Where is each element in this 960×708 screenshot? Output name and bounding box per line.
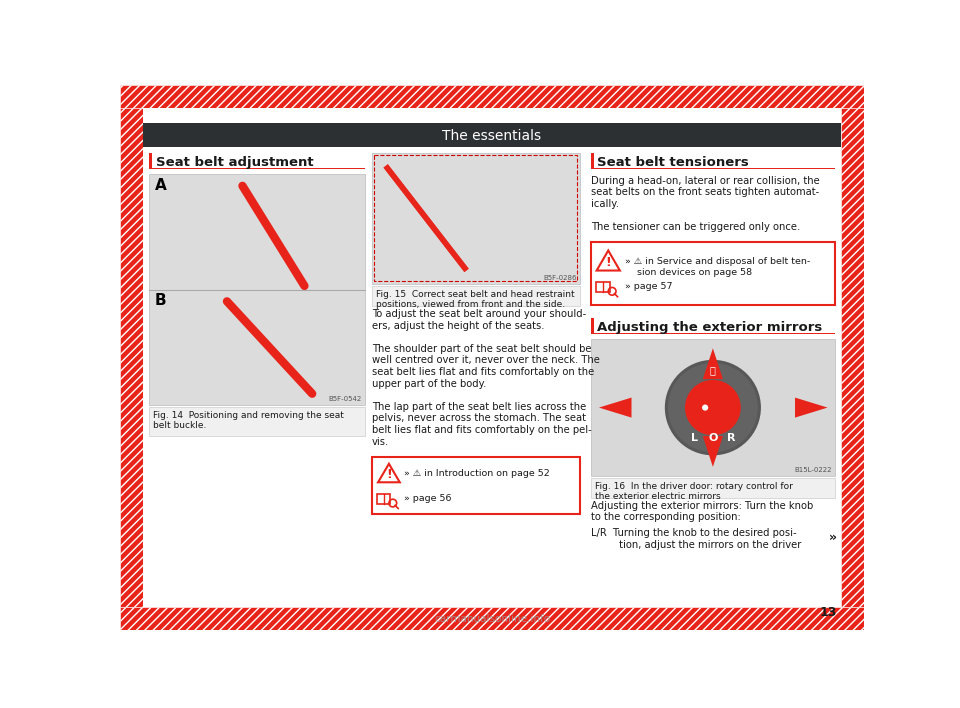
Text: Fig. 14  Positioning and removing the seat
belt buckle.: Fig. 14 Positioning and removing the sea… — [154, 411, 345, 430]
Bar — [372, 286, 580, 306]
Text: B: B — [155, 293, 166, 308]
Text: » page 57: » page 57 — [625, 282, 673, 291]
Text: During a head-on, lateral or rear collision, the
seat belts on the front seats t: During a head-on, lateral or rear collis… — [591, 176, 820, 232]
Bar — [372, 457, 580, 514]
Bar — [841, 108, 864, 607]
Text: !: ! — [386, 468, 392, 481]
Text: » ⚠ in Service and disposal of belt ten-
    sion devices on page 58: » ⚠ in Service and disposal of belt ten-… — [625, 258, 810, 277]
Polygon shape — [795, 398, 828, 418]
Text: L: L — [691, 433, 698, 443]
Bar — [596, 282, 610, 292]
Text: » page 56: » page 56 — [404, 494, 452, 503]
Text: !: ! — [606, 256, 612, 268]
Text: Seat belt tensioners: Seat belt tensioners — [597, 156, 749, 169]
Circle shape — [702, 404, 708, 411]
Polygon shape — [378, 464, 399, 482]
Bar — [150, 153, 152, 168]
Bar — [591, 333, 835, 334]
Bar — [591, 242, 835, 305]
Bar — [120, 607, 864, 630]
Text: B5F-0286: B5F-0286 — [543, 275, 576, 280]
Text: The essentials: The essentials — [443, 129, 541, 143]
Bar — [372, 153, 580, 284]
Text: Adjusting the exterior mirrors: Adjusting the exterior mirrors — [597, 321, 823, 334]
Bar — [591, 478, 835, 498]
Text: »: » — [828, 531, 837, 544]
Text: » ⚠ in Introduction on page 52: » ⚠ in Introduction on page 52 — [404, 469, 550, 479]
Text: B15L-0222: B15L-0222 — [795, 467, 832, 473]
Polygon shape — [703, 348, 723, 379]
Bar — [591, 153, 593, 168]
Bar — [120, 108, 143, 607]
Text: Fig. 16  In the driver door: rotary control for
the exterior electric mirrors: Fig. 16 In the driver door: rotary contr… — [595, 481, 793, 501]
Bar — [374, 155, 577, 281]
Bar — [591, 168, 835, 169]
Text: Fig. 15  Correct seat belt and head restraint
positions, viewed from front and t: Fig. 15 Correct seat belt and head restr… — [375, 290, 574, 309]
Text: A: A — [155, 178, 167, 193]
Bar — [150, 168, 365, 169]
Text: B5F-0542: B5F-0542 — [328, 396, 362, 402]
Bar — [120, 85, 864, 108]
Polygon shape — [599, 398, 632, 418]
Bar — [150, 407, 365, 436]
Bar — [150, 174, 365, 405]
Text: R: R — [728, 433, 735, 443]
Bar — [591, 317, 593, 333]
Circle shape — [685, 380, 741, 435]
Text: To adjust the seat belt around your should-
ers, adjust the height of the seats.: To adjust the seat belt around your shou… — [372, 309, 600, 447]
Bar — [591, 339, 835, 476]
Text: L/R  Turning the knob to the desired posi-
         tion, adjust the mirrors on : L/R Turning the knob to the desired posi… — [591, 528, 802, 550]
Polygon shape — [596, 251, 620, 270]
Bar — [143, 123, 841, 147]
Text: O: O — [708, 433, 717, 443]
Text: carmanualsonline.info: carmanualsonline.info — [434, 614, 550, 624]
Circle shape — [665, 360, 761, 455]
Polygon shape — [703, 436, 723, 467]
Text: Seat belt adjustment: Seat belt adjustment — [156, 156, 313, 169]
Text: ⧖: ⧖ — [710, 365, 716, 376]
Circle shape — [668, 363, 757, 452]
Text: 13: 13 — [820, 605, 837, 619]
Bar — [376, 494, 391, 504]
Text: Adjusting the exterior mirrors: Turn the knob
to the corresponding position:: Adjusting the exterior mirrors: Turn the… — [591, 501, 813, 523]
